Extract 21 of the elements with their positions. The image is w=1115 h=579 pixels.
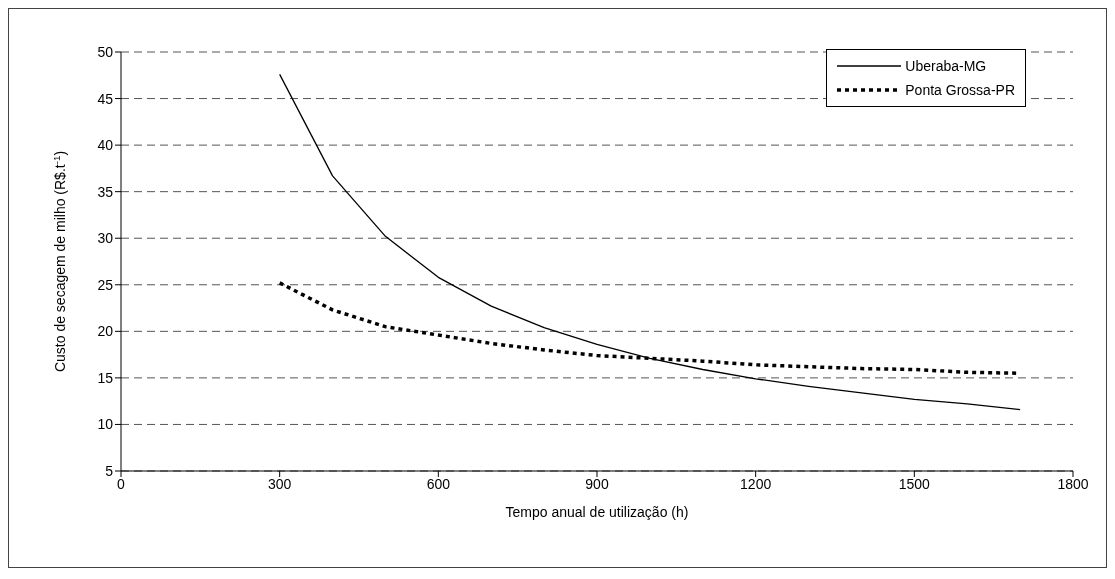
x-tick-label: 1200 xyxy=(740,475,772,492)
x-tick-label: 300 xyxy=(267,475,292,492)
y-tick-label: 35 xyxy=(97,183,114,200)
legend-label: Uberaba-MG xyxy=(905,57,987,76)
y-tick-label: 10 xyxy=(97,416,114,433)
x-tick-label: 1800 xyxy=(1057,475,1089,492)
x-tick-label: 900 xyxy=(585,475,609,492)
y-tick-label: 15 xyxy=(97,369,114,386)
y-tick-label: 30 xyxy=(97,230,114,247)
y-tick-label: 25 xyxy=(97,276,114,293)
x-tick-label: 0 xyxy=(117,475,126,492)
line-series xyxy=(279,73,1021,411)
y-tick-label: 45 xyxy=(97,90,114,107)
legend-label: Ponta Grossa-PR xyxy=(905,81,1015,100)
y-tick-label: 40 xyxy=(97,137,114,154)
y-tick-label: 50 xyxy=(97,43,114,60)
y-tick-label: 20 xyxy=(97,323,114,340)
y-tick-label: 5 xyxy=(105,462,114,479)
x-tick-label: 1500 xyxy=(898,475,931,492)
x-tick-label: 600 xyxy=(426,475,451,492)
x-axis-title: Tempo anual de utilização (h) xyxy=(505,504,689,520)
